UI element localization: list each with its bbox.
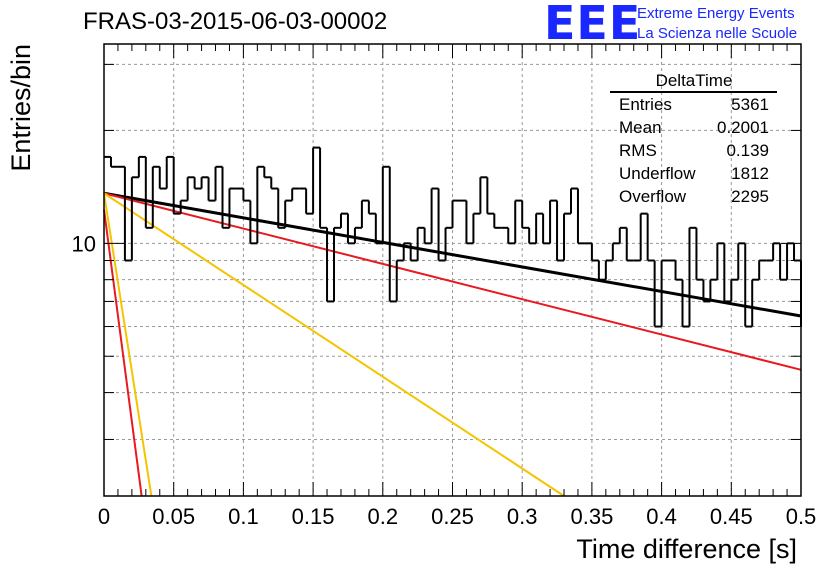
stats-label: Underflow	[619, 164, 696, 183]
x-tick-label: 0	[98, 504, 110, 529]
axis-ticks	[103, 44, 802, 496]
stats-value: 0.139	[726, 141, 769, 160]
fit-curve	[103, 192, 565, 497]
stats-label: RMS	[619, 141, 657, 160]
eee-caption-line2: La Scienza nelle Scuole	[637, 25, 798, 42]
fit-curve	[103, 209, 143, 497]
grid	[104, 44, 801, 496]
plot-title: FRAS-03-2015-06-03-00002	[83, 8, 388, 35]
stats-label: Entries	[619, 95, 672, 114]
fit-curve	[103, 193, 153, 497]
x-tick-label: 0.15	[292, 504, 335, 529]
x-tick-label: 0.2	[368, 504, 399, 529]
stats-title: DeltaTime	[656, 71, 733, 90]
tick-labels: 0 0.05 0.1 0.15 0.2 0.25 0.3 0.35 0.4 0.45 0.5 10	[72, 231, 817, 529]
x-tick-label: 0.25	[431, 504, 474, 529]
stats-rows: Entries 5361 Mean 0.2001 RMS 0.139 Underflow 18…	[619, 95, 769, 206]
stats-label: Mean	[619, 118, 662, 137]
stats-label: Overflow	[619, 187, 687, 206]
eee-caption: Extreme Energy Events La Scienza nelle S…	[637, 4, 797, 44]
fit-curves	[103, 191, 802, 497]
x-tick-label: 0.45	[710, 504, 753, 529]
stats-value: 5361	[731, 95, 769, 114]
x-tick-label: 0.35	[570, 504, 613, 529]
fit-curve	[103, 191, 802, 318]
y-axis-label: Entries/bin	[6, 44, 36, 172]
fit-curve	[103, 192, 802, 371]
stats-value: 1812	[731, 164, 769, 183]
x-tick-label: 0.05	[152, 504, 195, 529]
stats-box: DeltaTime Entries 5361 Mean 0.2001 RMS 0.139 U…	[610, 71, 777, 206]
x-tick-label: 0.3	[507, 504, 538, 529]
x-tick-label: 0.5	[786, 504, 817, 529]
x-tick-label: 0.4	[646, 504, 677, 529]
y-tick-label: 10	[72, 231, 96, 256]
eee-logo: EEE	[544, 0, 642, 50]
histogram	[104, 146, 802, 328]
x-tick-label: 0.1	[228, 504, 259, 529]
eee-caption-line1: Extreme Energy Events	[637, 5, 795, 22]
x-axis-label: Time difference [s]	[576, 534, 797, 564]
stats-value: 0.2001	[717, 118, 769, 137]
stats-value: 2295	[731, 187, 769, 206]
